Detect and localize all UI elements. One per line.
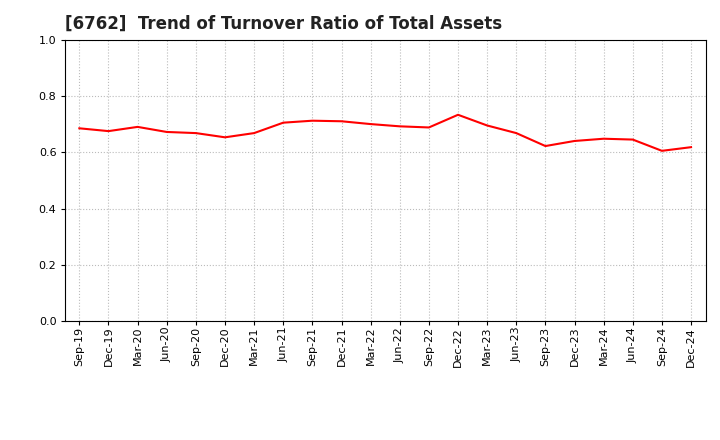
Text: [6762]  Trend of Turnover Ratio of Total Assets: [6762] Trend of Turnover Ratio of Total … — [65, 15, 502, 33]
